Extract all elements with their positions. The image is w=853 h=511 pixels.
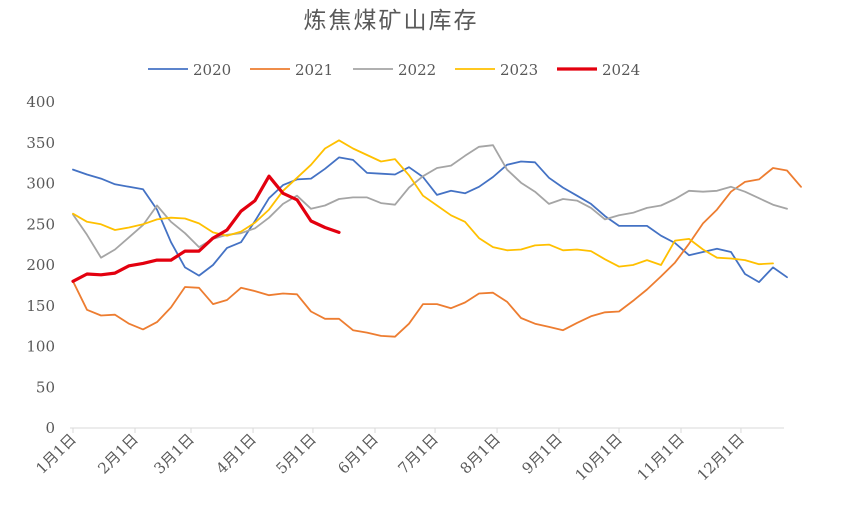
y-tick-label: 50: [36, 378, 55, 396]
x-tick-label: 8月1日: [456, 430, 503, 477]
x-axis: 1月1日 2月1日 3月1日 4月1日 5月1日 6月1日 7月1日 8月1日 9月1日 10月1…: [32, 427, 784, 484]
legend-label-2024: 2024: [602, 61, 640, 79]
legend-label-2023: 2023: [500, 61, 538, 79]
y-tick-label: 200: [26, 256, 55, 274]
x-tick-label: 11月1日: [634, 430, 688, 484]
series-line-2021: [72, 167, 802, 338]
y-tick-label: 300: [26, 175, 55, 193]
x-tick-label: 6月1日: [334, 430, 381, 477]
y-tick-label: 150: [26, 297, 55, 315]
y-tick-label: 350: [26, 134, 55, 152]
x-tick-label: 5月1日: [272, 430, 319, 477]
legend-label-2022: 2022: [398, 61, 436, 79]
series-group: [71, 139, 802, 338]
y-tick-label: 0: [45, 419, 55, 437]
y-tick-label: 100: [26, 338, 55, 356]
x-tick-label: 1月1日: [32, 430, 79, 477]
series-line-2023: [72, 139, 774, 268]
chart-title: 炼焦煤矿山库存: [304, 8, 479, 34]
series-line-2022: [72, 144, 788, 259]
legend: 2020 2021 2022 2023 2024: [148, 61, 640, 79]
x-tick-label: 12月1日: [694, 430, 748, 484]
series-line-2024: [71, 174, 341, 283]
y-axis: 0 50 100 150 200 250 300 350 400: [26, 93, 55, 437]
legend-label-2020: 2020: [193, 61, 231, 79]
series-line-2020: [72, 156, 788, 284]
x-tick-label: 10月1日: [572, 430, 626, 484]
x-tick-label: 3月1日: [150, 430, 197, 477]
legend-label-2021: 2021: [295, 61, 333, 79]
y-tick-label: 250: [26, 215, 55, 233]
x-tick-label: 9月1日: [518, 430, 565, 477]
x-tick-label: 7月1日: [394, 430, 441, 477]
x-tick-label: 4月1日: [212, 430, 259, 477]
x-tick-label: 2月1日: [94, 430, 141, 477]
y-tick-label: 400: [26, 93, 55, 111]
